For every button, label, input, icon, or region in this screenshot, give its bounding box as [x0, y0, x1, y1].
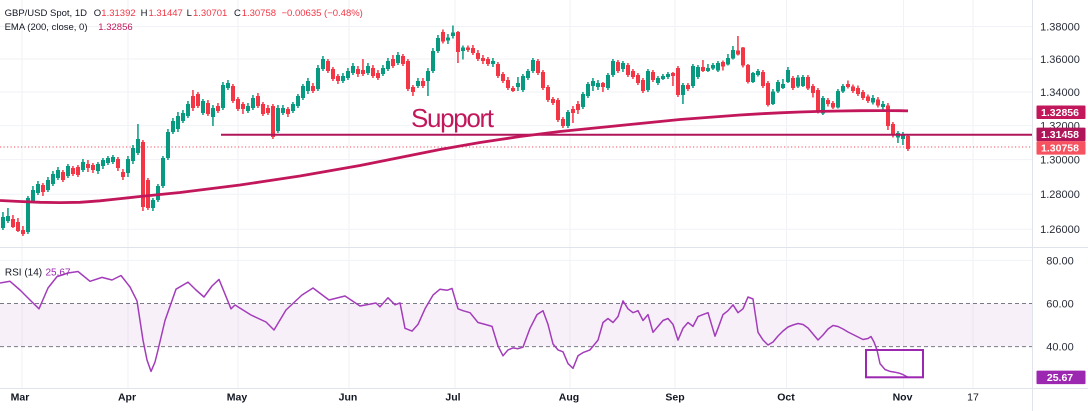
- svg-text:1.30758: 1.30758: [1041, 143, 1079, 155]
- svg-text:17: 17: [967, 392, 979, 404]
- svg-text:Sep: Sep: [665, 392, 684, 404]
- svg-text:40.00: 40.00: [1046, 342, 1074, 354]
- svg-text:Mar: Mar: [11, 392, 30, 404]
- svg-text:1.31458: 1.31458: [1041, 129, 1079, 141]
- svg-text:RSI (14): RSI (14): [5, 268, 42, 279]
- svg-text:Nov: Nov: [893, 392, 913, 404]
- svg-text:1.34000: 1.34000: [1040, 87, 1080, 99]
- svg-text:1.32856: 1.32856: [98, 22, 132, 33]
- svg-text:25.67: 25.67: [46, 268, 71, 279]
- svg-text:1.32856: 1.32856: [1041, 107, 1079, 119]
- svg-text:1.38000: 1.38000: [1040, 21, 1080, 33]
- svg-text:60.00: 60.00: [1046, 298, 1074, 310]
- svg-text:1.28000: 1.28000: [1040, 189, 1080, 201]
- svg-text:Jul: Jul: [445, 392, 460, 404]
- svg-text:EMA (200, close, 0): EMA (200, close, 0): [5, 22, 88, 33]
- svg-text:Aug: Aug: [559, 392, 579, 404]
- svg-text:Oct: Oct: [777, 392, 795, 404]
- svg-text:Apr: Apr: [118, 392, 136, 404]
- svg-text:May: May: [227, 392, 248, 404]
- svg-text:1.26000: 1.26000: [1040, 224, 1080, 236]
- svg-text:Jun: Jun: [339, 392, 358, 404]
- svg-text:80.00: 80.00: [1046, 255, 1074, 267]
- svg-text:Support: Support: [411, 103, 495, 133]
- svg-text:1.30000: 1.30000: [1040, 155, 1080, 167]
- svg-text:25.67: 25.67: [1047, 372, 1073, 384]
- svg-text:1.36000: 1.36000: [1040, 54, 1080, 66]
